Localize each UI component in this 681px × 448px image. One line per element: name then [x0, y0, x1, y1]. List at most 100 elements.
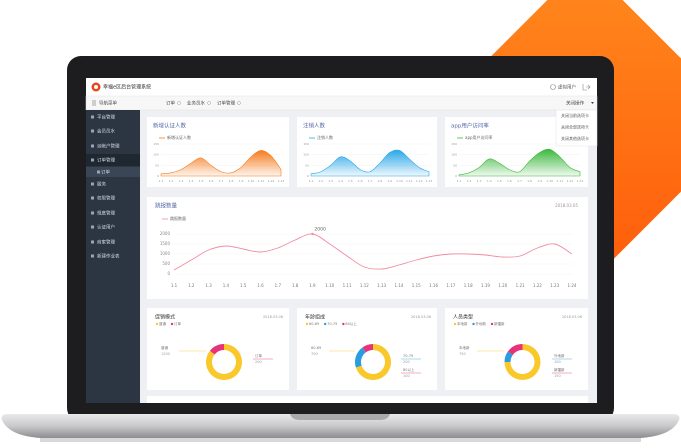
x-tick-label: 1.11: [406, 179, 413, 183]
user-icon[interactable]: [550, 84, 556, 90]
x-tick-label: 1.6: [209, 179, 214, 183]
donut-slice: [354, 347, 366, 368]
donut-slice: [507, 344, 523, 355]
y-tick-label: 0: [167, 271, 170, 276]
legend-label: 跳报数量: [170, 215, 186, 221]
x-tick-label: 1.5: [348, 179, 353, 183]
sidebar-item[interactable]: 规度管理: [97, 210, 115, 217]
card-date[interactable]: 2018.03.05: [555, 203, 578, 208]
base-shadow: [40, 438, 641, 442]
dropdown-arrow: [591, 102, 594, 104]
line: [173, 233, 573, 271]
y-tick-label: 50: [155, 163, 159, 167]
logout-icon[interactable]: [582, 84, 591, 91]
callout-name: 本地新: [459, 345, 470, 350]
legend-dot: [305, 322, 309, 326]
sidebar-item[interactable]: 会员员水: [97, 128, 115, 135]
card-date[interactable]: 2018.03.06: [562, 315, 582, 319]
x-tick-label: 1.6: [358, 179, 363, 183]
sidebar-icon: [91, 129, 94, 133]
point: [311, 232, 314, 236]
callout-name: 70-79: [403, 354, 413, 358]
close-menu-item[interactable]: 关闭当前选项卡: [561, 112, 589, 118]
x-tick-label: 1.12: [268, 179, 275, 183]
callout-value: 200: [255, 360, 262, 364]
card-date[interactable]: 2018.03.06: [411, 315, 431, 319]
legend-label: 普通: [159, 321, 166, 326]
sidebar-icon: [91, 115, 94, 119]
card: [147, 197, 588, 299]
x-tick-label: 1.8: [292, 283, 299, 288]
sidebar-icon: [91, 196, 94, 200]
sidebar-icon: [91, 182, 94, 186]
tab-close[interactable]: [237, 101, 241, 105]
sidebar-icon: [91, 240, 94, 244]
x-tick-label: 1.24: [568, 283, 577, 288]
x-tick-label: 1.3: [328, 179, 333, 183]
x-tick-label: 1.11: [343, 283, 352, 288]
x-tick-label: 1.8: [527, 179, 532, 183]
y-tick-label: 0: [157, 174, 159, 178]
y-tick-label: 150: [153, 142, 159, 146]
x-tick-label: 1.16: [429, 283, 438, 288]
x-tick-label: 1.23: [550, 283, 559, 288]
area: [310, 149, 430, 177]
sidebar-item[interactable]: 平台管理: [97, 114, 115, 121]
x-tick-label: 1.4: [338, 179, 343, 183]
tab-close[interactable]: [177, 101, 181, 105]
x-tick-label: 1.2: [318, 179, 323, 183]
card-date[interactable]: 2018.03.06: [263, 315, 283, 319]
donut-slice: [206, 344, 242, 380]
sidebar-icon: [91, 144, 94, 148]
tab[interactable]: 业务员水: [187, 100, 205, 107]
tab[interactable]: 订单管理: [217, 100, 235, 107]
sidebar-item[interactable]: 订单管理: [97, 157, 115, 164]
close-ops[interactable]: 关闭操作: [566, 100, 584, 107]
x-tick-label: 1.5: [199, 179, 204, 183]
callout-value: 200: [403, 360, 410, 364]
x-tick-label: 1.1: [159, 179, 164, 183]
laptop-base: [1, 414, 680, 438]
close-menu: [555, 109, 598, 147]
sidebar-item[interactable]: 服务: [97, 181, 106, 188]
logo-inner: [94, 85, 98, 89]
callout-name: 60-69: [311, 346, 321, 350]
user-name[interactable]: 虚拟用户: [558, 84, 576, 91]
legend-dot: [453, 322, 457, 326]
x-tick-label: 1.19: [481, 283, 490, 288]
x-tick-label: 1.13: [426, 179, 433, 183]
x-tick-label: 1.10: [396, 179, 403, 183]
x-tick-label: 1.13: [377, 283, 386, 288]
x-tick-label: 1.11: [556, 179, 563, 183]
menu-icon[interactable]: [92, 100, 96, 106]
sidebar-item[interactable]: 权限管理: [97, 195, 115, 202]
data-label: 2000: [314, 227, 326, 233]
sidebar-item[interactable]: 订单: [101, 169, 110, 176]
sidebar-item[interactable]: 新建作业表: [97, 253, 120, 260]
x-tick-label: 1.18: [464, 283, 473, 288]
x-tick-label: 1.12: [360, 283, 369, 288]
x-tick-label: 1.6: [507, 179, 512, 183]
x-tick-label: 1.20: [498, 283, 507, 288]
sidebar-item[interactable]: 商家管理: [97, 239, 115, 246]
callout-value: 100: [403, 374, 410, 378]
x-tick-label: 1.15: [412, 283, 421, 288]
tab[interactable]: 订单: [166, 100, 175, 107]
sidebar-icon: [97, 170, 100, 174]
y-tick-label: 1500: [160, 241, 171, 246]
sidebar-active: [86, 154, 140, 166]
close-menu-item[interactable]: 关闭其他选项卡: [561, 135, 589, 141]
sidebar-item[interactable]: 认证用户: [97, 224, 115, 231]
sidebar-item[interactable]: 派帐户管理: [97, 143, 120, 150]
x-tick-label: 1.12: [567, 179, 574, 183]
x-tick-label: 1.3: [477, 179, 482, 183]
sidebar-icon: [91, 254, 94, 258]
card-title: app用户访问率: [451, 122, 489, 130]
menu-label[interactable]: 导航菜单: [99, 100, 117, 107]
tab-close[interactable]: [207, 101, 211, 105]
callout-name: 普通: [161, 345, 168, 350]
close-menu-item[interactable]: 关闭全部选项卡: [561, 124, 589, 130]
app-title: 幸福e区后台管理系统: [103, 84, 151, 91]
x-tick-label: 1.2: [188, 283, 195, 288]
